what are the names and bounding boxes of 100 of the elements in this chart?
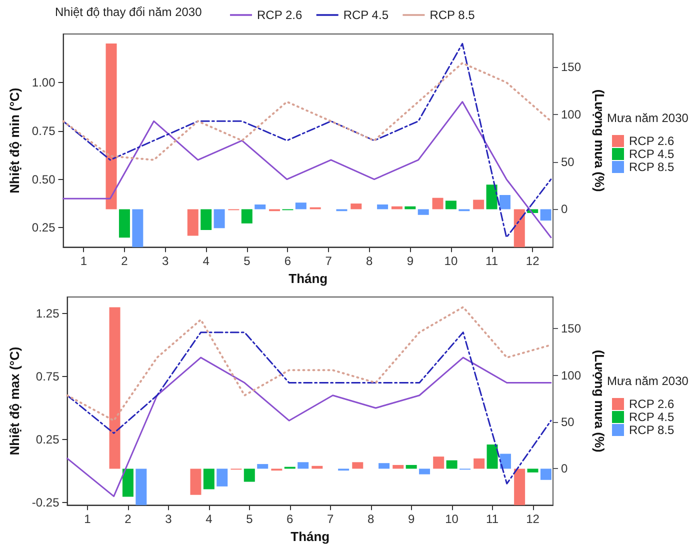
y-axis-title: Nhiệt độ max (°C) bbox=[7, 346, 22, 456]
y-tick-label: -0.25 bbox=[32, 496, 60, 510]
bar bbox=[106, 43, 117, 210]
bar bbox=[500, 454, 511, 469]
text: Mưa năm 2030 bbox=[607, 111, 689, 125]
bar bbox=[241, 209, 252, 224]
x-tick-label: 10 bbox=[445, 512, 459, 526]
bar bbox=[499, 195, 510, 210]
bar bbox=[514, 468, 526, 506]
y2-tick-label: 0 bbox=[561, 202, 568, 216]
x-tick-label: 12 bbox=[526, 512, 540, 526]
line-series bbox=[62, 101, 552, 238]
y2-tick-label: 0 bbox=[561, 462, 568, 476]
x-tick-label: 4 bbox=[202, 254, 210, 268]
bar bbox=[378, 463, 390, 469]
y2-axis-title: (Lượng mưa (%) bbox=[592, 89, 607, 192]
legend-label: RCP 2.6 bbox=[629, 397, 674, 411]
line-series bbox=[66, 356, 552, 498]
bar bbox=[187, 209, 198, 236]
x-tick-label: 8 bbox=[366, 254, 373, 268]
y2-tick-label: 100 bbox=[561, 368, 582, 382]
bar bbox=[474, 458, 485, 469]
x-tick-label: 3 bbox=[162, 254, 169, 268]
y-tick-label: 1.25 bbox=[36, 306, 60, 320]
bar bbox=[200, 209, 212, 230]
x-tick-label: 6 bbox=[284, 254, 292, 268]
x-tick-label: 12 bbox=[526, 254, 540, 268]
bar bbox=[527, 468, 538, 472]
x-tick-label: 2 bbox=[124, 512, 132, 526]
y-tick-label: 0.25 bbox=[36, 432, 60, 447]
legend-label: RCP 8.5 bbox=[629, 423, 674, 437]
x-axis-title: Tháng bbox=[288, 271, 328, 286]
y-tick-label: 0.50 bbox=[32, 172, 56, 186]
legend-label: RCP 8.5 bbox=[430, 8, 476, 22]
bar bbox=[203, 468, 214, 490]
bar bbox=[109, 307, 120, 469]
y2-axis-title: (Lượng mưa (%) bbox=[592, 350, 607, 452]
bar bbox=[514, 209, 525, 248]
y-tick-label: 0.25 bbox=[32, 220, 56, 235]
x-tick-label: 2 bbox=[121, 254, 128, 268]
bar bbox=[473, 200, 484, 210]
bar bbox=[377, 204, 388, 210]
bar bbox=[392, 464, 404, 469]
line-series bbox=[66, 306, 552, 422]
bar bbox=[432, 198, 444, 210]
y-axis-title: Nhiệt độ min (°C) bbox=[7, 88, 22, 194]
bar bbox=[295, 202, 306, 210]
x-tick-label: 1 bbox=[80, 254, 88, 268]
bar bbox=[257, 464, 268, 469]
x-tick-label: 8 bbox=[368, 512, 374, 526]
bar bbox=[352, 462, 364, 469]
bar bbox=[418, 209, 429, 215]
bar bbox=[445, 200, 456, 210]
legend-title: Mưa năm 2030 bbox=[607, 374, 689, 388]
line-series bbox=[62, 42, 552, 238]
x-tick-label: 5 bbox=[244, 254, 251, 268]
x-tick-label: 4 bbox=[206, 512, 213, 526]
bar bbox=[406, 464, 417, 469]
bar bbox=[540, 209, 552, 221]
x-tick-label: 3 bbox=[165, 512, 172, 526]
bar bbox=[540, 468, 552, 480]
bar bbox=[446, 460, 458, 469]
bar bbox=[122, 468, 134, 497]
y2-tick-label: 150 bbox=[561, 60, 582, 74]
y2-tick-label: 50 bbox=[561, 154, 575, 169]
x-axis-title: Tháng bbox=[290, 529, 330, 544]
legend-label: RCP 2.6 bbox=[629, 134, 674, 148]
x-tick-label: 6 bbox=[286, 512, 294, 526]
bar bbox=[136, 468, 147, 506]
bar bbox=[190, 468, 202, 495]
y-tick-label: 0.75 bbox=[32, 124, 56, 138]
bar bbox=[132, 209, 144, 248]
y-tick-label: 0.75 bbox=[36, 369, 60, 384]
bar bbox=[419, 468, 430, 474]
bar bbox=[486, 184, 498, 210]
legend-title: Nhiệt độ thay đổi năm 2030 bbox=[55, 5, 202, 19]
bar bbox=[118, 209, 130, 238]
bar bbox=[350, 204, 362, 210]
legend-label: RCP 4.5 bbox=[629, 410, 674, 424]
legend-label: RCP 2.6 bbox=[257, 8, 302, 22]
x-tick-label: 5 bbox=[246, 512, 254, 526]
x-tick-label: 11 bbox=[486, 512, 499, 526]
bar bbox=[254, 204, 266, 210]
bar bbox=[486, 444, 498, 469]
bar bbox=[216, 468, 228, 486]
legend-label: RCP 4.5 bbox=[629, 147, 674, 161]
bar bbox=[433, 456, 444, 469]
y2-tick-label: 150 bbox=[561, 322, 582, 336]
x-tick-label: 9 bbox=[408, 512, 415, 526]
line-series bbox=[62, 62, 552, 161]
x-tick-label: 1 bbox=[84, 512, 92, 526]
bar bbox=[298, 462, 309, 469]
legend-label: RCP 4.5 bbox=[343, 8, 389, 22]
x-tick-label: 9 bbox=[406, 254, 414, 268]
x-tick-label: 10 bbox=[444, 254, 458, 268]
y2-tick-label: 50 bbox=[561, 415, 575, 430]
bar bbox=[214, 209, 225, 228]
x-tick-label: 7 bbox=[327, 512, 334, 526]
legend-label: RCP 8.5 bbox=[629, 160, 674, 174]
y2-tick-label: 100 bbox=[561, 108, 582, 122]
